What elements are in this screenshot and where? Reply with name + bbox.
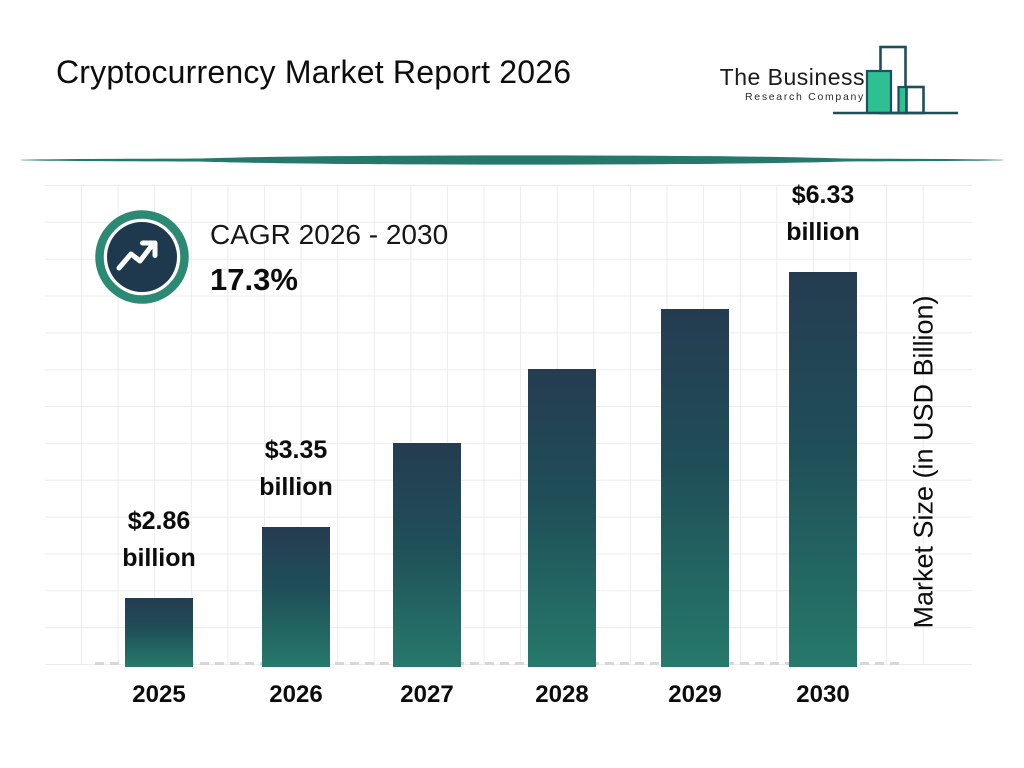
y-axis-title: Market Size (in USD Billion) [908,295,939,629]
x-tick-2026: 2026 [269,681,323,708]
bar-2028 [528,369,596,667]
x-tick-2029: 2029 [668,681,722,708]
logo-line1: The Business [719,64,865,90]
x-tick-2028: 2028 [535,681,589,708]
bar-2029 [661,309,729,667]
value-label-2030: $6.33 billion [786,181,860,246]
bar-2025 [125,598,193,667]
x-tick-2025: 2025 [132,681,186,708]
bar-2027 [393,443,461,667]
bar-2026 [262,527,330,667]
bar-2030 [789,272,857,667]
cagr-value: 17.3% [210,262,298,297]
logo-bar-chart-icon [833,45,958,115]
value-label-2025: $2.86 billion [122,507,196,572]
page-title: Cryptocurrency Market Report 2026 [56,54,572,90]
logo-wordmark: The Business Research Company [690,66,865,103]
x-tick-2030: 2030 [796,681,850,708]
value-label-2026: $3.35 billion [259,436,333,501]
x-tick-2027: 2027 [400,681,454,708]
cagr-range-label: CAGR 2026 - 2030 [210,219,449,250]
x-axis-baseline [95,662,905,665]
divider-swoosh [20,155,1004,165]
logo-line2: Research Company [745,91,865,103]
trending-up-icon [95,210,189,304]
